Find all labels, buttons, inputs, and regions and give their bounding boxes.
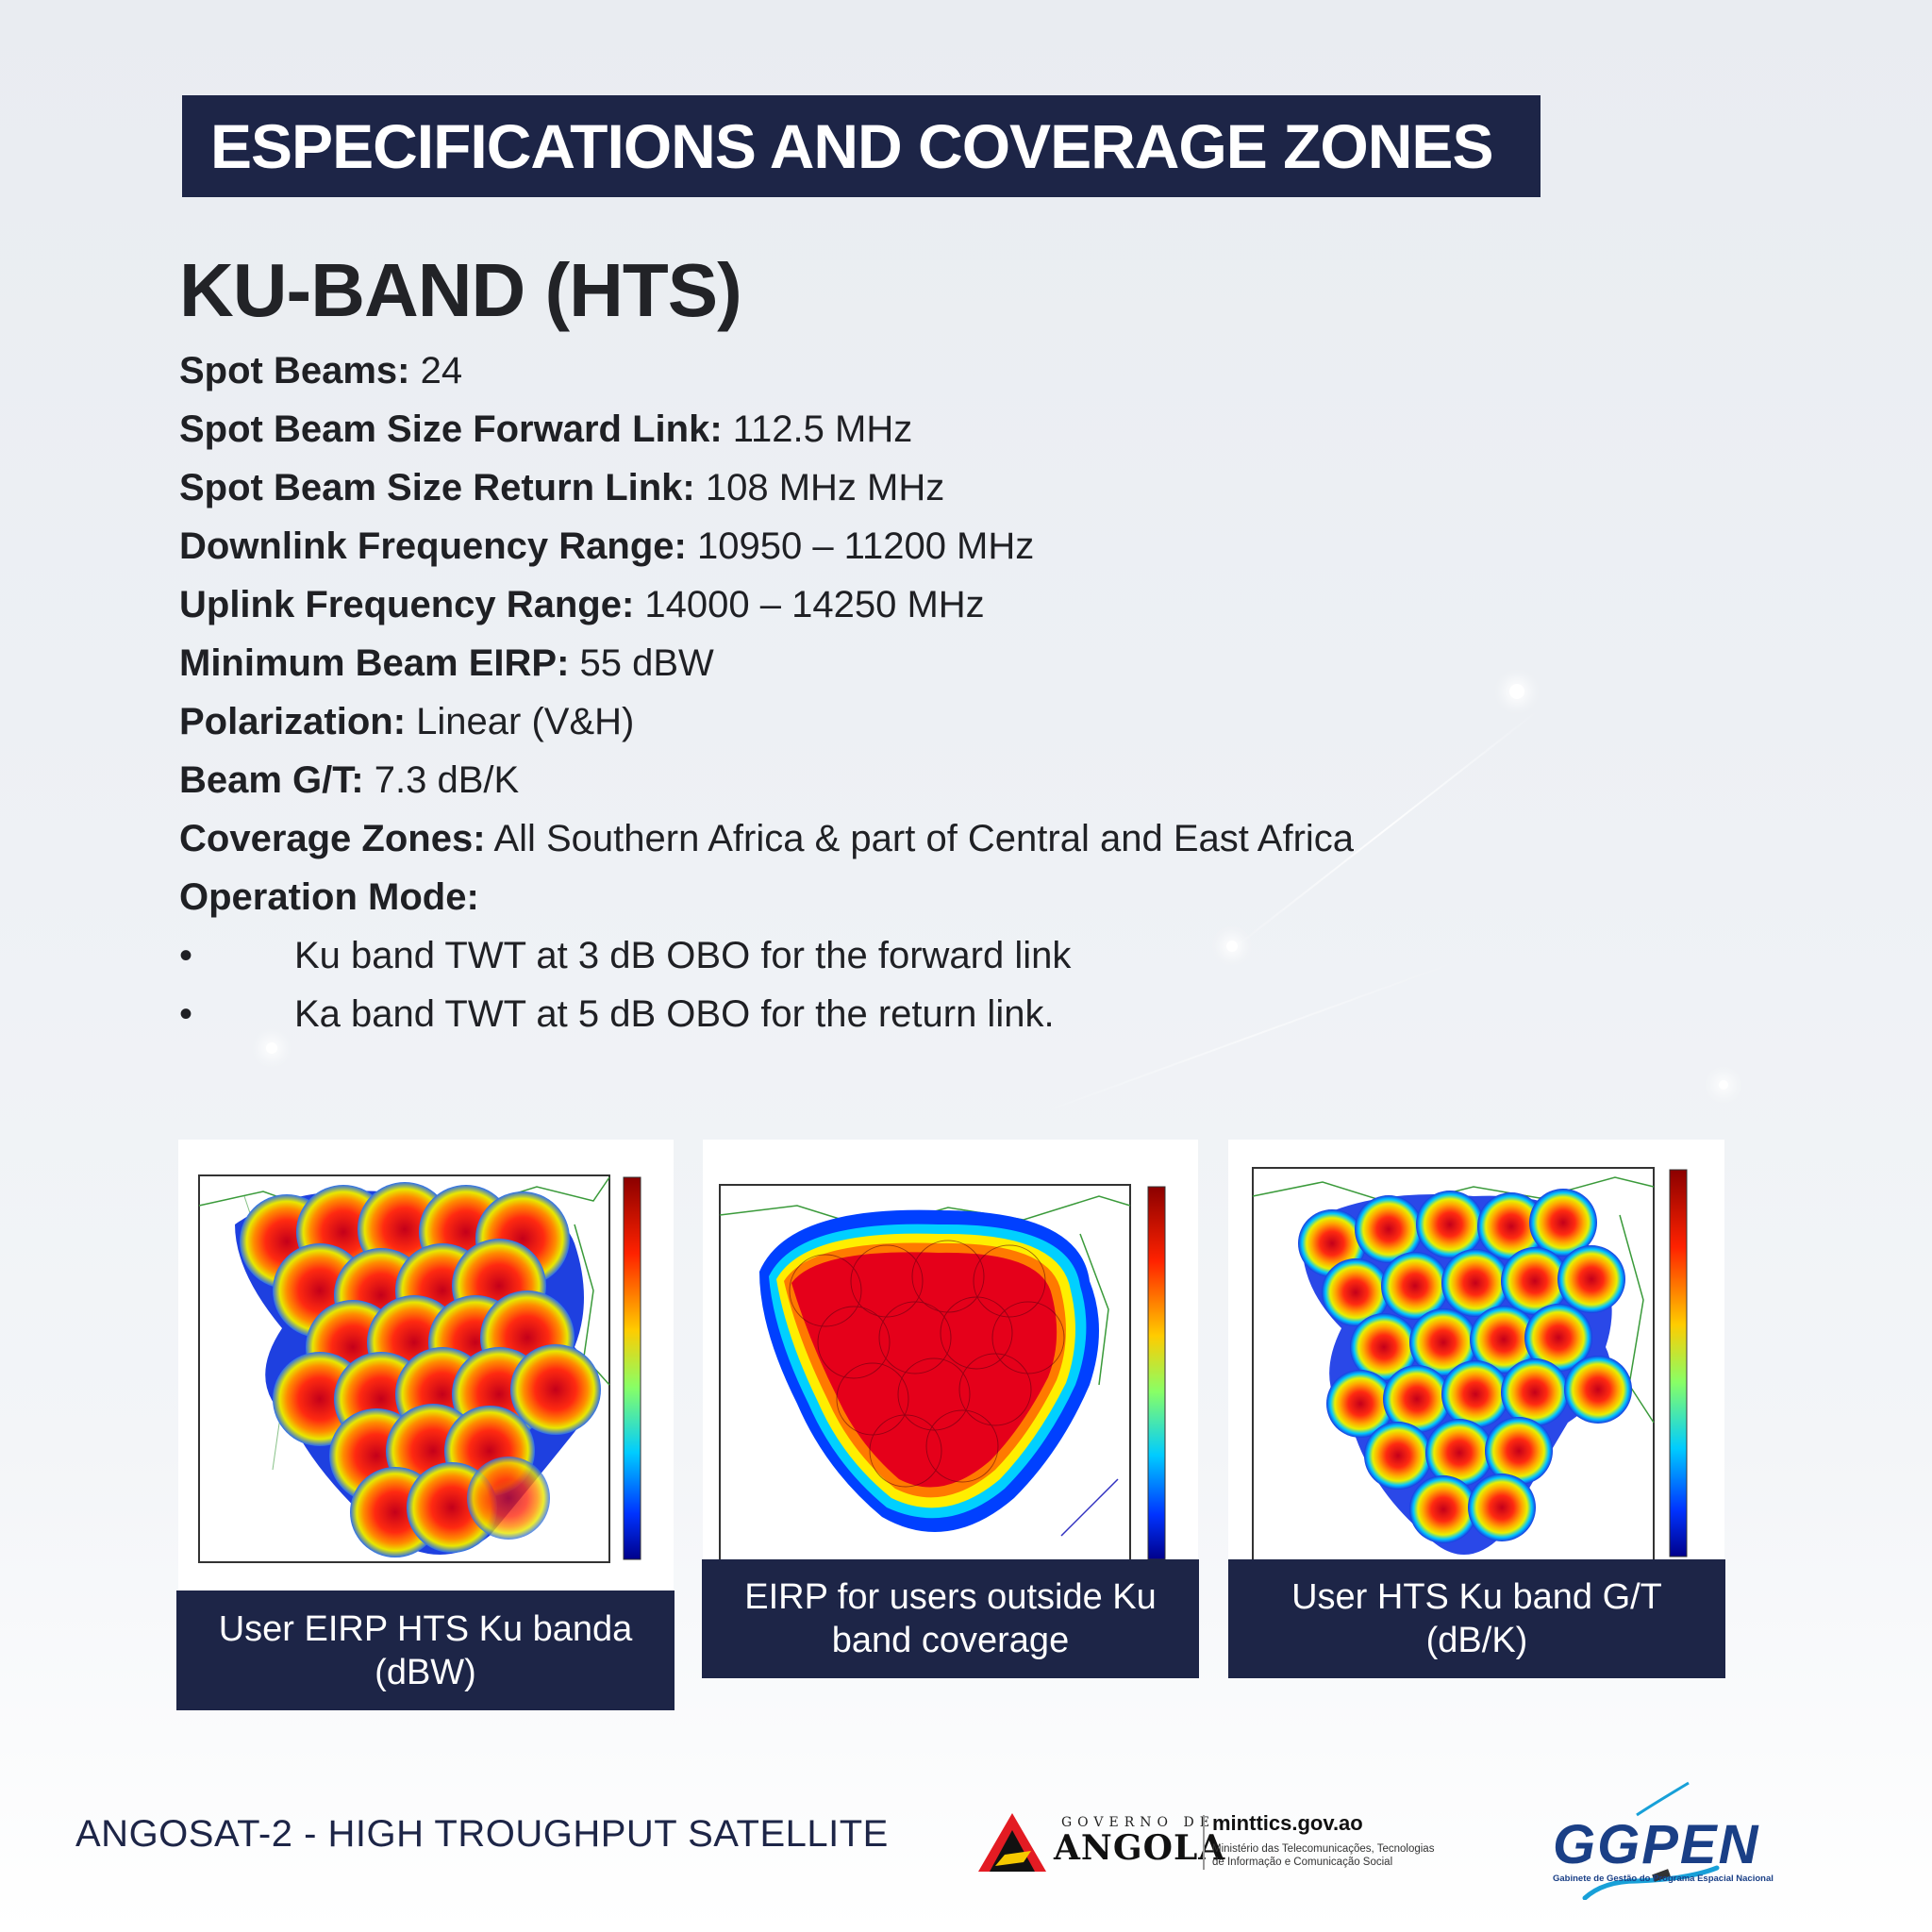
spec-forward-link: Spot Beam Size Forward Link: 112.5 MHz bbox=[179, 408, 913, 450]
coverage-map-image bbox=[198, 1174, 641, 1563]
spec-min-eirp: Minimum Beam EIRP: 55 dBW bbox=[179, 642, 714, 684]
ggpen-logo: GGPEN Gabinete de Gestão do Programa Esp… bbox=[1547, 1777, 1774, 1900]
coverage-map-gt bbox=[1228, 1140, 1724, 1559]
spec-coverage-zones: Coverage Zones: All Southern Africa & pa… bbox=[179, 818, 1355, 859]
ministry-website: minttics.gov.ao bbox=[1212, 1811, 1363, 1835]
agency-logo-text: GGPEN bbox=[1553, 1814, 1760, 1875]
spec-return-link: Spot Beam Size Return Link: 108 MHz MHz bbox=[179, 467, 945, 508]
coverage-map-image bbox=[1252, 1167, 1688, 1559]
spec-list: Spot Beams: 24 Spot Beam Size Forward Li… bbox=[179, 341, 1594, 1043]
spec-uplink-range: Uplink Frequency Range: 14000 – 14250 MH… bbox=[179, 584, 985, 625]
agency-name: Gabinete de Gestão do Programa Espacial … bbox=[1553, 1874, 1774, 1884]
caption-gt: User HTS Ku band G/T (dB/K) bbox=[1228, 1559, 1725, 1678]
caption-outside-coverage: EIRP for users outside Ku band coverage bbox=[702, 1559, 1199, 1678]
angola-logo-icon bbox=[978, 1813, 1046, 1872]
orbit-swoosh-icon bbox=[1582, 1781, 1720, 1900]
background-sparkle bbox=[1226, 941, 1238, 952]
spec-spot-beams: Spot Beams: 24 bbox=[179, 350, 463, 391]
bullet-icon: • bbox=[179, 993, 193, 1035]
footer-title: ANGOSAT-2 - HIGH TROUGHPUT SATELLITE bbox=[75, 1813, 889, 1855]
coverage-map-outside bbox=[703, 1140, 1198, 1559]
operation-mode-item: • Ka band TWT at 5 dB OBO for the return … bbox=[179, 985, 1594, 1043]
coverage-map-image bbox=[719, 1184, 1166, 1559]
background-sparkle bbox=[1719, 1080, 1728, 1090]
spec-operation-mode: Operation Mode: bbox=[179, 876, 479, 918]
page-title: ESPECIFICATIONS AND COVERAGE ZONES bbox=[210, 111, 1493, 181]
spec-beam-gt: Beam G/T: 7.3 dB/K bbox=[179, 759, 520, 801]
caption-eirp: User EIRP HTS Ku banda (dBW) bbox=[176, 1591, 675, 1710]
background-sparkle bbox=[266, 1042, 277, 1054]
title-banner: ESPECIFICATIONS AND COVERAGE ZONES bbox=[182, 95, 1541, 197]
spec-downlink-range: Downlink Frequency Range: 10950 – 11200 … bbox=[179, 525, 1035, 567]
bullet-icon: • bbox=[179, 935, 193, 976]
background-sparkle bbox=[1509, 684, 1524, 699]
spec-polarization: Polarization: Linear (V&H) bbox=[179, 701, 635, 742]
section-heading: KU-BAND (HTS) bbox=[179, 248, 742, 332]
logo-divider bbox=[1203, 1815, 1205, 1870]
government-logo: GOVERNO DE ANGOLA minttics.gov.ao Minist… bbox=[976, 1809, 1467, 1877]
operation-mode-item: • Ku band TWT at 3 dB OBO for the forward… bbox=[179, 926, 1594, 985]
coverage-map-eirp bbox=[178, 1140, 674, 1592]
